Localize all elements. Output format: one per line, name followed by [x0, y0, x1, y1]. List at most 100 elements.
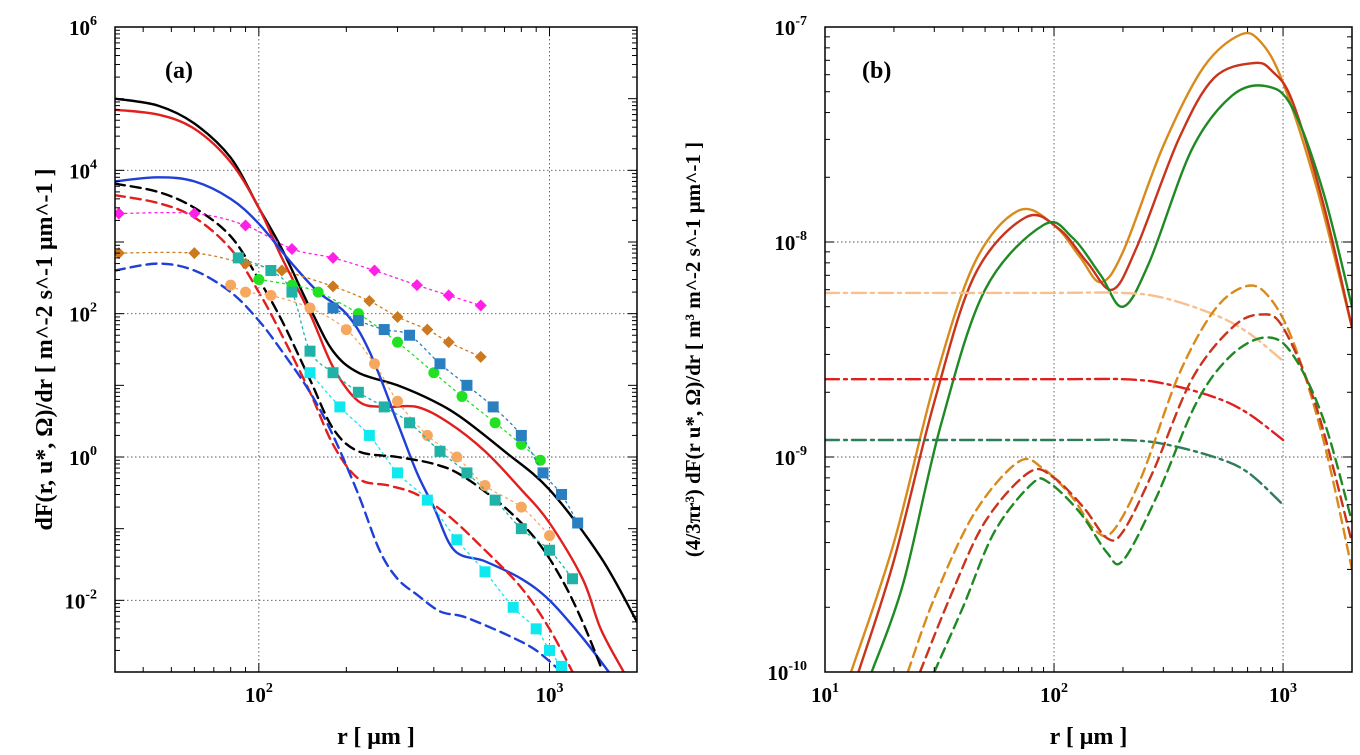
data-point [188, 207, 201, 220]
data-point [352, 315, 364, 327]
data-point [340, 324, 352, 336]
series-line [933, 336, 1352, 672]
data-point [479, 480, 491, 492]
plot-frame-b [824, 26, 1353, 673]
data-point [327, 367, 339, 379]
data-point [327, 251, 340, 264]
series-line [115, 182, 602, 668]
grid-a [115, 27, 637, 672]
data-point [479, 566, 491, 578]
y-tick-label: 10-7 [774, 14, 807, 40]
y-axis-title-b: (4/3πr³) dF(r u*, Ω)/dr [ m³ m^-2 s^-1 μ… [681, 142, 705, 557]
data-point [265, 265, 277, 277]
data-point [515, 501, 527, 513]
y-tick-label: 10-10 [767, 659, 807, 685]
x-tick-label: 103 [1269, 681, 1297, 707]
data-point [544, 544, 556, 556]
y-tick-label: 102 [69, 301, 97, 327]
data-point [489, 417, 501, 429]
data-point [534, 454, 546, 466]
series-line [309, 372, 563, 667]
x-tick-label: 101 [811, 681, 839, 707]
y-axis-title-text: (4/3πr³) dF(r u*, Ω)/dr [ m³ m^-2 s^-1 μ… [681, 142, 705, 557]
data-point [225, 279, 237, 291]
data-point [515, 438, 527, 450]
y-axis-title-a: dF(r, u*, Ω)/dr [ m^-2 s^-1 μm^-1 ] [32, 169, 58, 531]
data-point [115, 207, 125, 220]
data-point [451, 534, 463, 546]
data-point [572, 517, 584, 529]
plot-frame-a [114, 26, 638, 673]
data-point [188, 247, 201, 260]
data-point [232, 252, 244, 264]
series-line [918, 313, 1352, 672]
data-point [378, 324, 390, 336]
y-tick-label: 10-2 [64, 587, 97, 613]
data-point [421, 494, 433, 506]
data-point [304, 367, 316, 379]
y-tick-label: 100 [69, 444, 97, 470]
x-axis-title-text: r [ μm ] [337, 724, 415, 750]
data-point [392, 467, 404, 479]
data-point [410, 279, 423, 292]
data-point [461, 379, 473, 391]
data-point [537, 467, 549, 479]
data-point [544, 530, 556, 542]
panel-a: 102 103 10-2 100 102 104 106 (a) r [ μm ] dF(r… [32, 14, 638, 750]
data-point [391, 310, 404, 323]
y-axis-title-text: dF(r, u*, Ω)/dr [ m^-2 s^-1 μm^-1 ] [32, 169, 58, 531]
data-point [253, 273, 265, 285]
series-line [825, 377, 1285, 442]
data-point [556, 488, 568, 500]
data-point [304, 302, 316, 314]
data-point [421, 429, 433, 441]
data-point [567, 573, 579, 585]
data-point [434, 445, 446, 457]
data-point [421, 323, 434, 336]
series-line [870, 84, 1352, 672]
series-line [115, 108, 625, 672]
ticks-a: 102 103 10-2 100 102 104 106 [64, 14, 638, 707]
data-point [285, 242, 298, 255]
series-line [849, 31, 1352, 672]
data-point [239, 219, 252, 232]
data-point [489, 494, 501, 506]
x-tick-label: 103 [536, 681, 564, 707]
series-line [825, 291, 1285, 363]
data-point [327, 280, 340, 293]
x-tick-label: 102 [1040, 681, 1068, 707]
series-line [115, 194, 574, 672]
data-point [286, 286, 298, 298]
y-tick-label: 106 [69, 14, 97, 40]
data-point [404, 329, 416, 341]
data-point [327, 302, 339, 314]
x-axis-title-a: r [ μm ] [337, 724, 415, 750]
series-line [118, 251, 482, 358]
data-point [368, 264, 381, 277]
series-line [857, 61, 1352, 672]
series-line [332, 307, 579, 524]
data-point [456, 390, 468, 402]
data-point [312, 286, 324, 298]
data-point [265, 289, 277, 301]
series-line [258, 278, 541, 461]
series-line [230, 284, 551, 537]
panel-label-a: (a) [165, 58, 193, 84]
data-point [515, 429, 527, 441]
grid-b [825, 27, 1352, 672]
data-point [352, 386, 364, 398]
data-point [507, 601, 519, 613]
data-point [530, 623, 542, 635]
data-point [304, 345, 316, 357]
data-point [515, 523, 527, 535]
data-point [451, 451, 463, 463]
series-line [115, 97, 637, 624]
data-point [474, 299, 487, 312]
data-point [461, 467, 473, 479]
data-point [334, 401, 346, 413]
data-point [487, 401, 499, 413]
data-point [442, 336, 455, 349]
series-line [825, 438, 1285, 506]
